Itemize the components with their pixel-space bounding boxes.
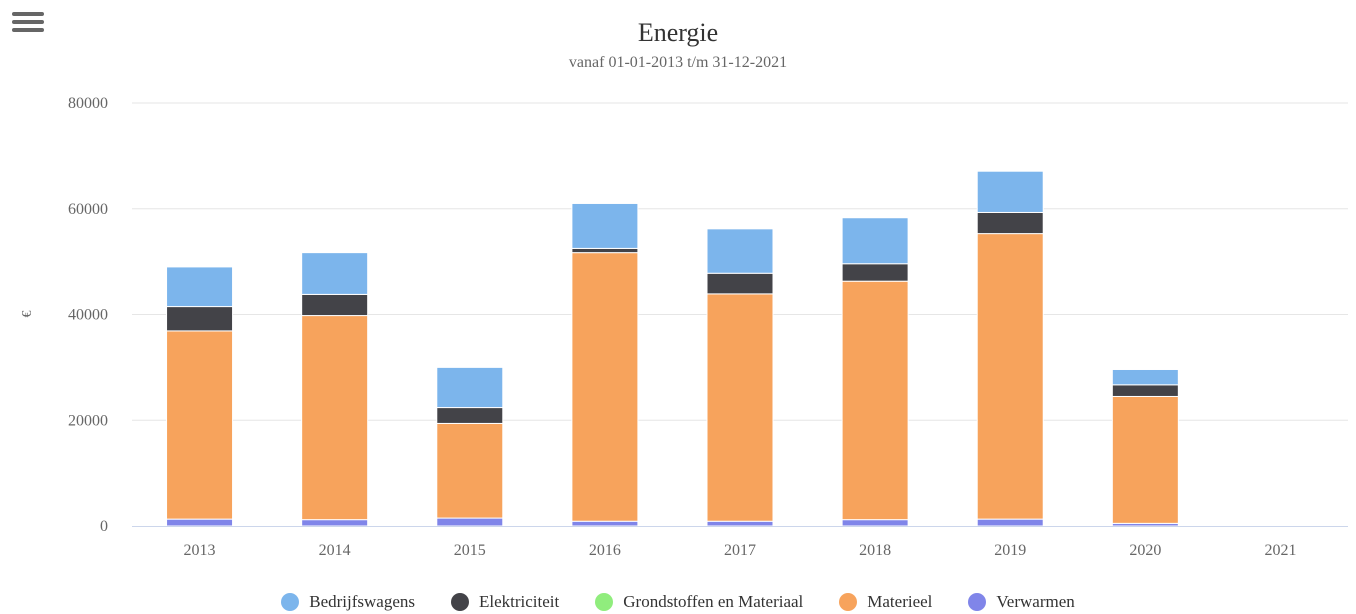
legend-item[interactable]: Verwarmen [968, 592, 1075, 612]
bar-segment[interactable] [841, 519, 909, 527]
legend-label: Verwarmen [996, 592, 1075, 611]
bar-segment[interactable] [301, 315, 369, 521]
y-tick-label: 40000 [68, 307, 108, 324]
legend-swatch [281, 593, 300, 611]
bar-segment[interactable] [166, 306, 234, 332]
bar-segment[interactable] [706, 293, 774, 522]
y-tick-label: 0 [100, 518, 108, 535]
legend-item[interactable]: Materieel [839, 592, 932, 612]
x-tick-label: 2021 [1264, 542, 1296, 559]
legend-swatch [839, 593, 858, 611]
y-tick-label: 20000 [68, 412, 108, 429]
legend-label: Grondstoffen en Materiaal [623, 592, 804, 611]
bar-segment[interactable] [166, 330, 234, 520]
legend-item[interactable]: Elektriciteit [451, 592, 559, 612]
legend-item[interactable]: Bedrijfswagens [281, 592, 415, 612]
bar-segment[interactable] [706, 520, 774, 527]
bar-segment[interactable] [436, 422, 504, 519]
legend-label: Materieel [867, 592, 933, 611]
bar-segment[interactable] [571, 247, 639, 254]
x-tick-label: 2018 [859, 542, 891, 559]
bar-segment[interactable] [166, 518, 234, 527]
bar-segment[interactable] [301, 519, 369, 527]
bars [166, 170, 1179, 527]
bar-segment[interactable] [301, 293, 369, 317]
legend: Bedrijfswagens Elektriciteit Grondstoffen … [0, 590, 1356, 614]
bar-segment[interactable] [166, 266, 234, 308]
y-tick-label: 80000 [68, 95, 108, 112]
legend-swatch [595, 593, 614, 611]
hamburger-menu-icon[interactable] [12, 12, 44, 38]
bar-segment[interactable] [1111, 368, 1179, 386]
chart-subtitle: vanaf 01-01-2013 t/m 31-12-2021 [568, 54, 788, 71]
bar-segment[interactable] [841, 263, 909, 282]
bar-segment[interactable] [436, 517, 504, 527]
legend-swatch [451, 593, 469, 611]
bar-segment[interactable] [436, 366, 504, 409]
bar-segment[interactable] [571, 252, 639, 522]
bar-segment[interactable] [1111, 384, 1179, 397]
x-tick-label: 2014 [319, 542, 351, 559]
chart-title: Energie [637, 18, 719, 47]
legend-item[interactable]: Grondstoffen en Materiaal [595, 592, 803, 612]
bar-segment[interactable] [436, 407, 504, 424]
x-tick-label: 2020 [1129, 542, 1161, 559]
bar-segment[interactable] [976, 211, 1044, 235]
x-tick-label: 2015 [454, 542, 486, 559]
legend-swatch [968, 593, 987, 611]
x-tick-label: 2017 [724, 542, 756, 559]
bar-segment[interactable] [841, 280, 909, 521]
bar-segment[interactable] [976, 518, 1044, 527]
x-tick-label: 2019 [994, 542, 1026, 559]
bar-segment[interactable] [841, 217, 909, 265]
bar-segment[interactable] [571, 202, 639, 249]
x-tick-label: 2016 [589, 542, 621, 559]
bar-segment[interactable] [301, 252, 369, 295]
y-axis-ticks: 0 20000 40000 60000 80000 [68, 95, 108, 535]
bar-segment[interactable] [706, 228, 774, 274]
x-axis-ticks: 2013 2014 2015 2016 2017 2018 2019 2020 2021 [184, 542, 1297, 559]
bar-segment[interactable] [976, 170, 1044, 213]
bar-segment[interactable] [1111, 395, 1179, 524]
legend-label: Elektriciteit [479, 592, 560, 611]
bar-segment[interactable] [706, 272, 774, 295]
x-tick-label: 2013 [184, 542, 216, 559]
bar-segment[interactable] [976, 233, 1044, 520]
legend-label: Bedrijfswagens [309, 592, 415, 611]
y-tick-label: 60000 [68, 201, 108, 218]
bar-segment[interactable] [571, 520, 639, 527]
